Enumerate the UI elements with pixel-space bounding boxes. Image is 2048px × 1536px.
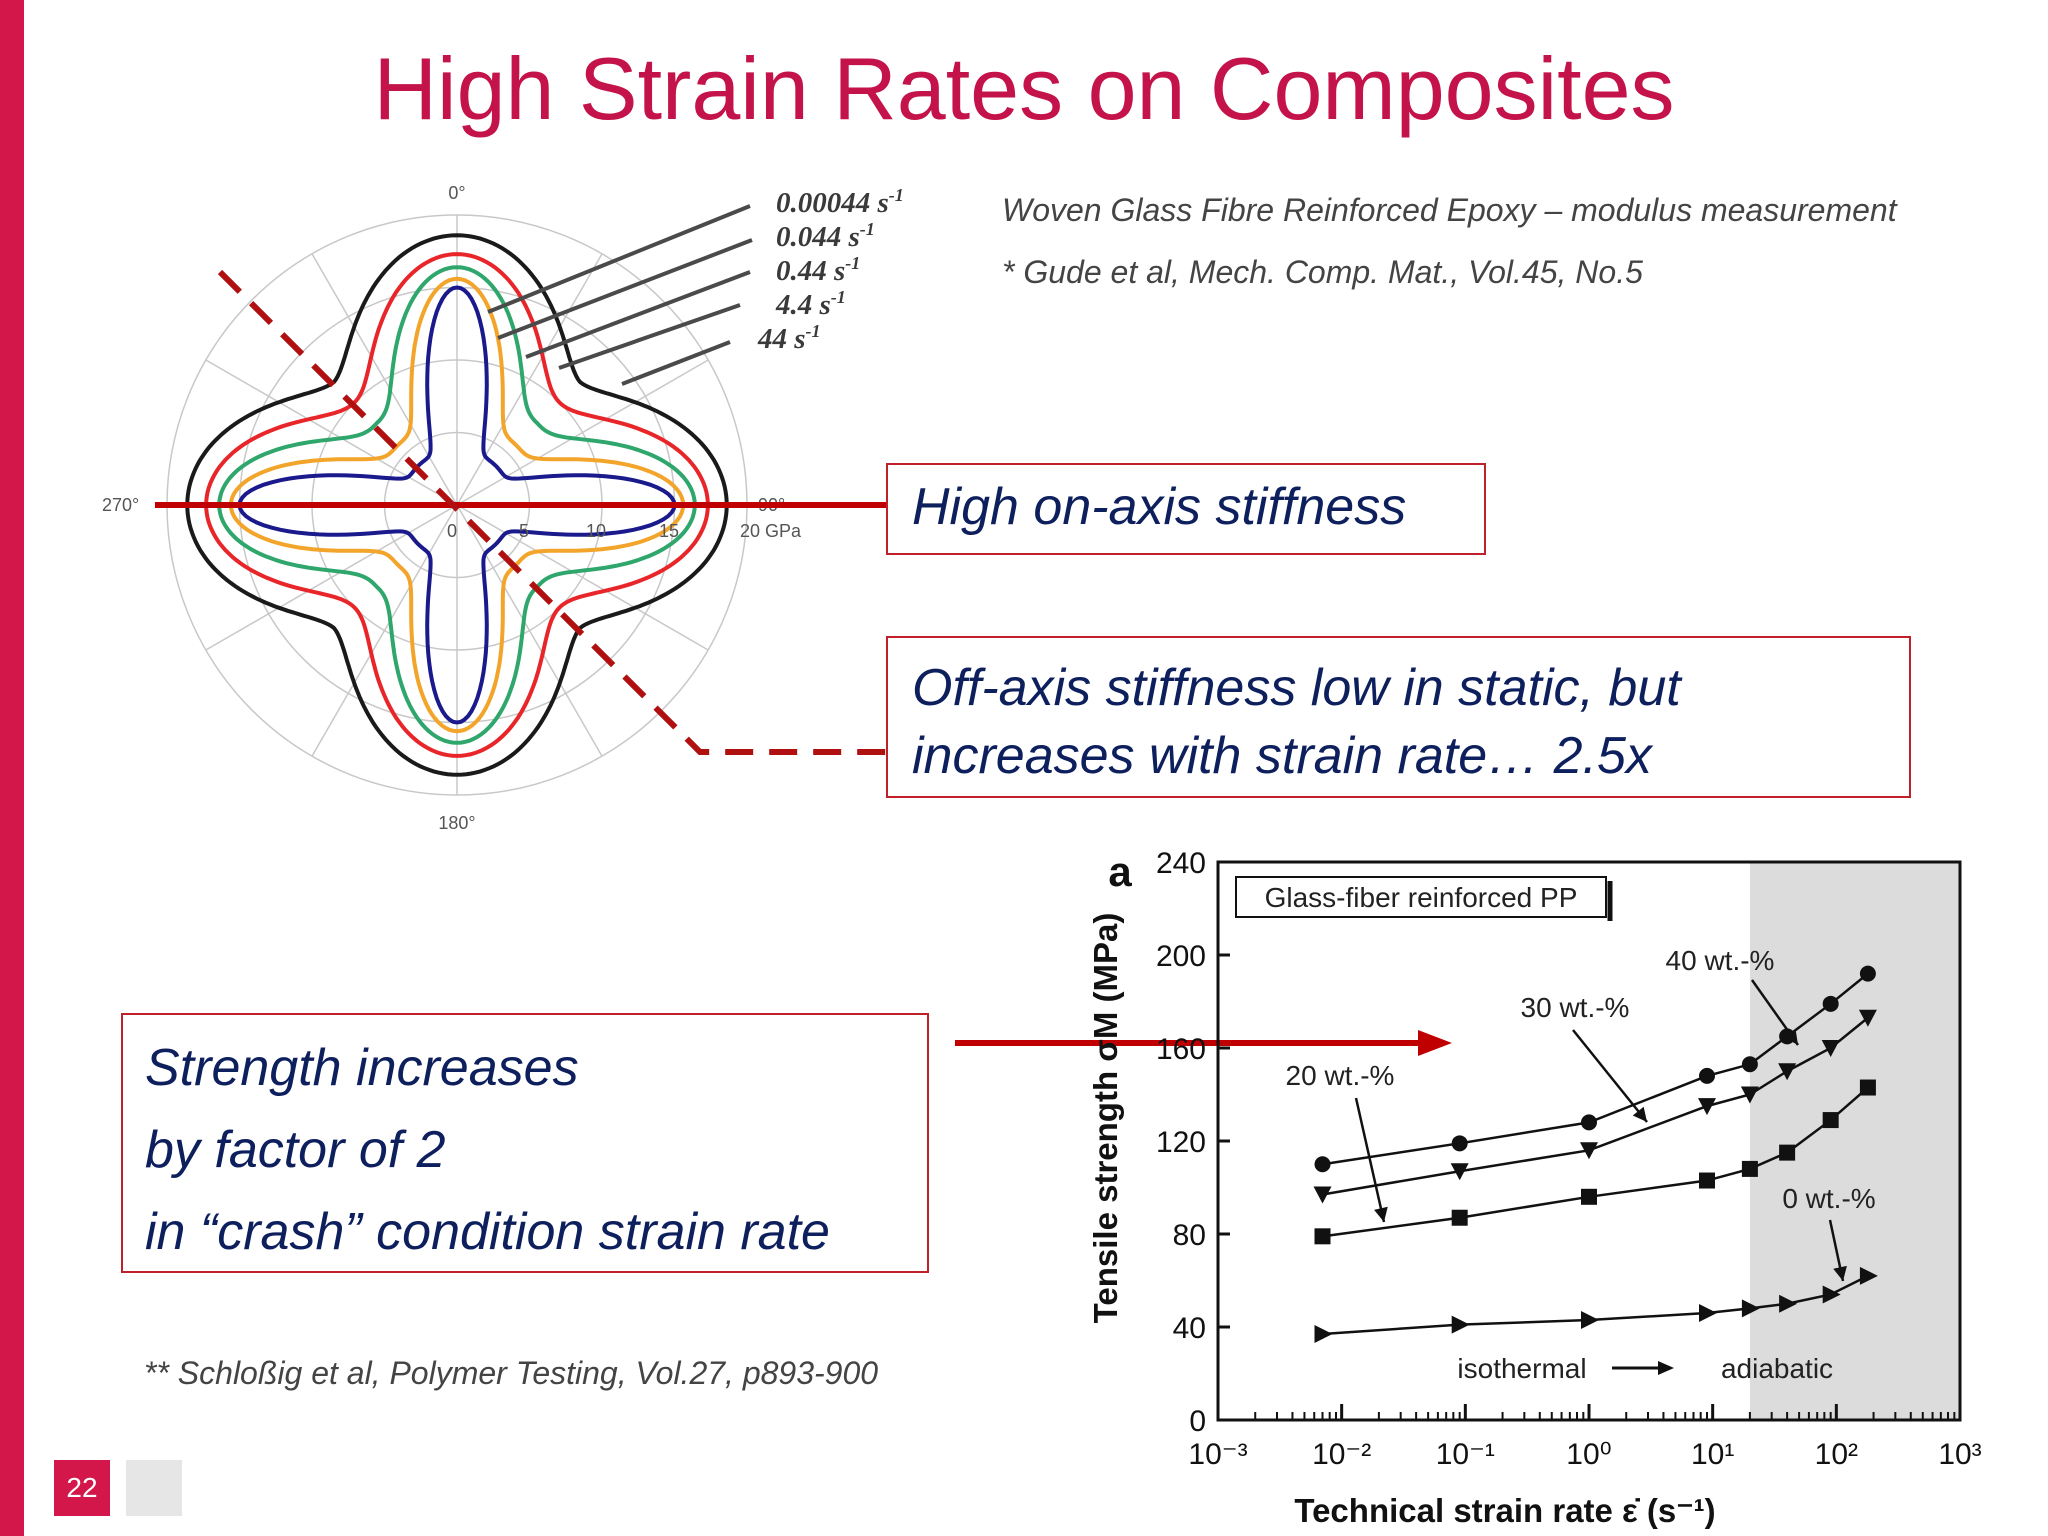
strength-arrow-head	[1418, 1030, 1452, 1056]
polar-curve	[185, 233, 729, 777]
polar-curves	[185, 233, 729, 777]
polar-curve	[228, 276, 686, 734]
radius-label-20: 20 GPa	[740, 521, 802, 541]
reference-schlossig: ** Schloßig et al, Polymer Testing, Vol.…	[144, 1355, 879, 1391]
polar-grid-spoke	[456, 359, 709, 506]
rate-label: 0.044 s-1	[776, 219, 875, 253]
leader-line	[558, 303, 741, 370]
callout-on-axis-stiffness: High on-axis stiffness	[886, 463, 1486, 555]
radius-label-0: 0	[447, 521, 457, 541]
rate-label: 4.4 s-1	[775, 287, 846, 321]
angle-label-top: 0°	[448, 183, 465, 203]
accent-bar	[0, 0, 24, 1536]
leader-line	[497, 238, 753, 340]
off-axis-connector	[217, 269, 886, 755]
subtitle-reference: Woven Glass Fibre Reinforced Epoxy – mod…	[1002, 192, 1897, 228]
reference-gude: * Gude et al, Mech. Comp. Mat., Vol.45, …	[1002, 254, 1643, 290]
callout-on-axis-text: High on-axis stiffness	[912, 478, 1407, 536]
polar-curve	[204, 252, 710, 758]
polar-grid-spoke	[311, 253, 458, 506]
callout-off-axis-line1: Off-axis stiffness low in static, but	[912, 659, 1681, 717]
callout-strength-increase: Strength increases by factor of 2 in “cr…	[121, 1013, 929, 1273]
angle-label-left: 270°	[102, 495, 139, 515]
rate-label: 0.00044 s-1	[776, 185, 904, 219]
callout-strength-line1: Strength increases	[145, 1039, 579, 1097]
polar-grid-spoke	[205, 359, 458, 506]
polar-curve	[237, 285, 677, 725]
slide-title: High Strain Rates on Composites	[373, 39, 1675, 138]
radius-label-10: 10	[586, 521, 606, 541]
callout-off-axis-stiffness: Off-axis stiffness low in static, but in…	[886, 636, 1911, 798]
radius-label-15: 15	[659, 521, 679, 541]
rate-label: 0.44 s-1	[776, 253, 860, 287]
polar-grid-spoke	[456, 504, 709, 651]
callout-strength-line2: by factor of 2	[145, 1121, 446, 1179]
leader-line	[621, 340, 731, 386]
radius-label-5: 5	[519, 521, 529, 541]
polar-grid-spoke	[456, 253, 603, 506]
callout-off-axis-line2: increases with strain rate… 2.5x	[912, 727, 1652, 785]
rate-leader-lines	[487, 204, 753, 386]
page-number: 22	[54, 1460, 110, 1516]
callout-strength-line3: in “crash” condition strain rate	[145, 1203, 830, 1261]
leader-line	[525, 270, 751, 359]
leader-line	[487, 204, 751, 314]
polar-grid-spoke	[456, 504, 603, 757]
polar-grid-spoke	[205, 504, 458, 651]
rate-label: 44 s-1	[757, 321, 821, 355]
polar-curve	[217, 265, 697, 745]
page-indicator-block	[126, 1460, 182, 1516]
polar-grid-spoke	[311, 504, 458, 757]
angle-label-bottom: 180°	[438, 813, 475, 833]
